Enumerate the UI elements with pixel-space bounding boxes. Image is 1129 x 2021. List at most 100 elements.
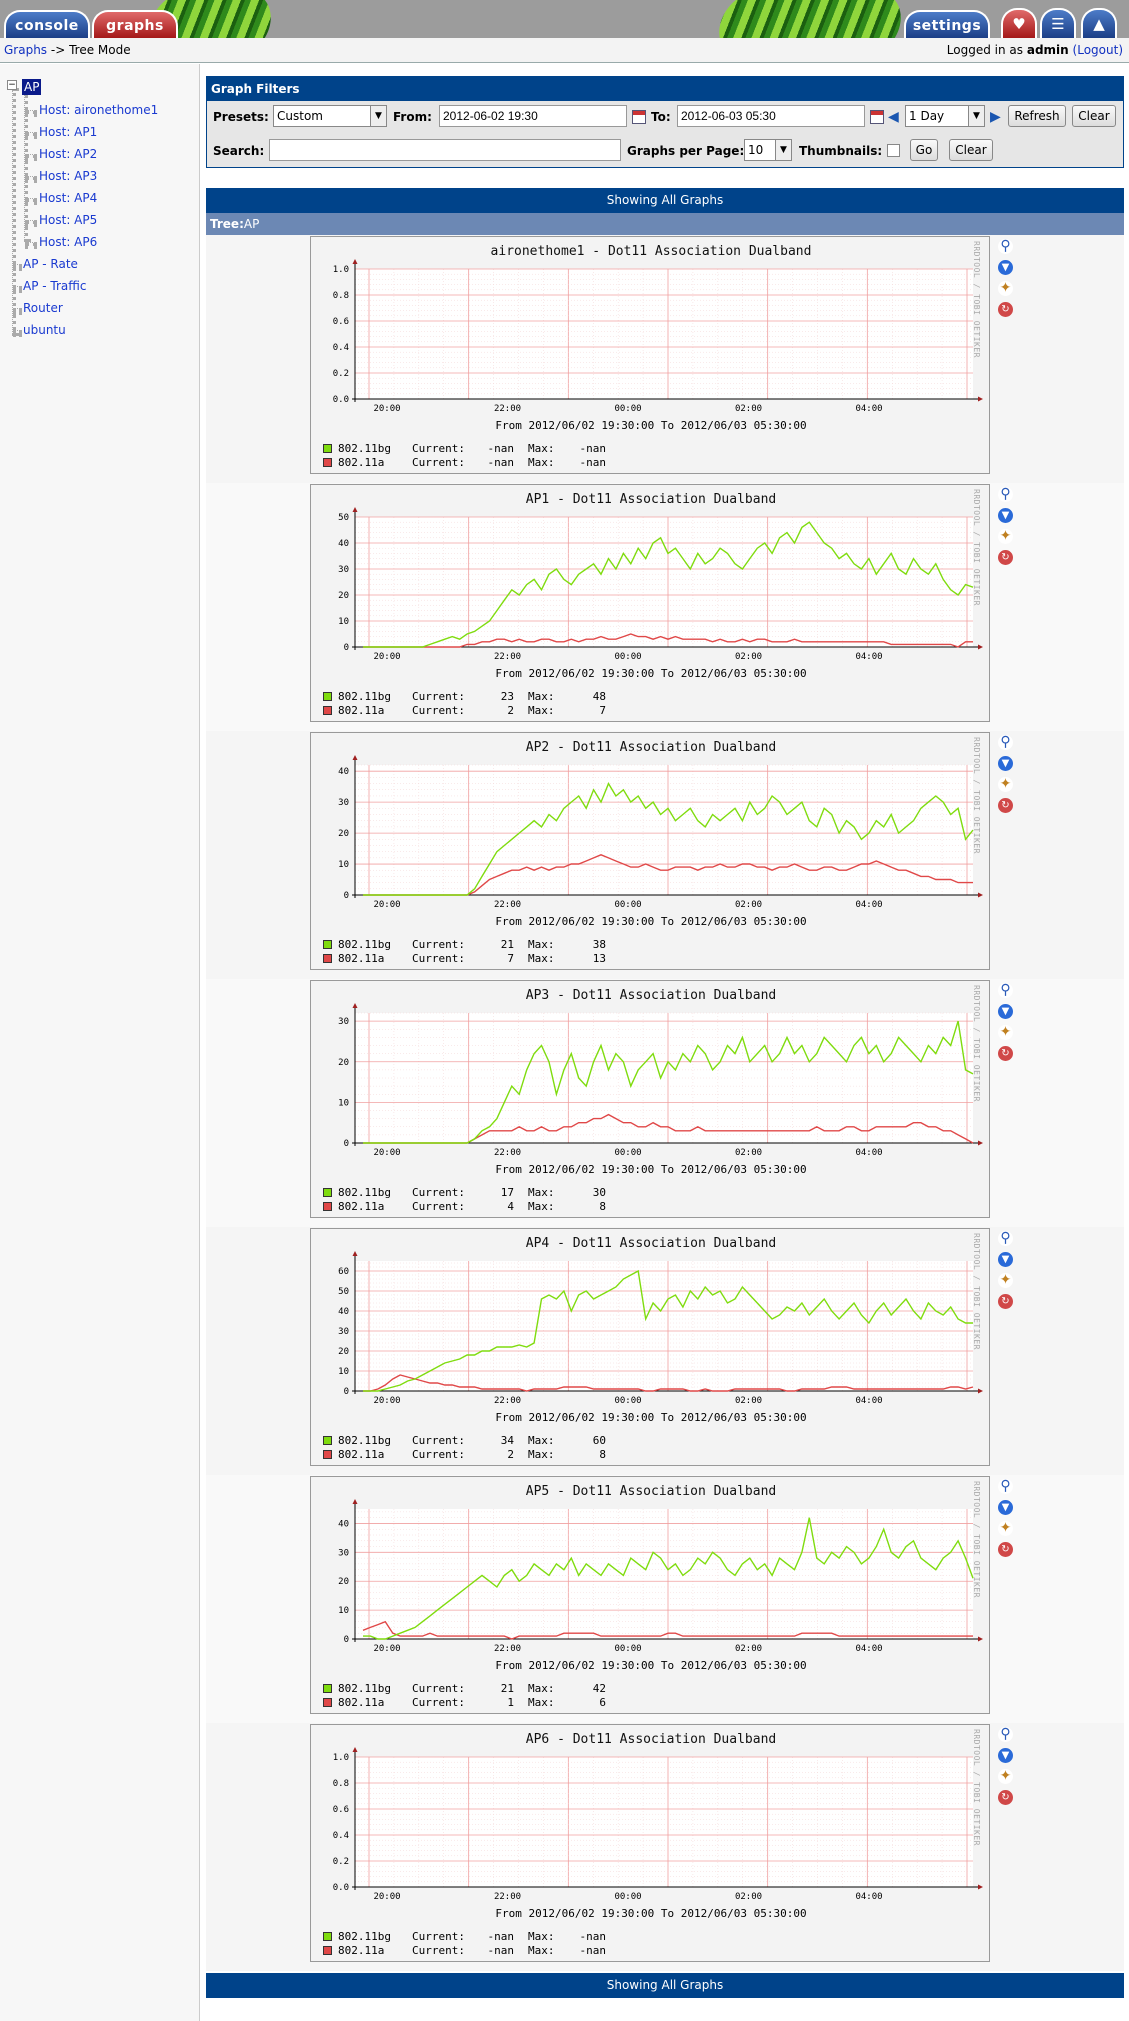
timespan-icon[interactable]: ↻ [998,302,1013,317]
graph-image[interactable]: 0 10 20 30 40 50 20:00 22:00 00:00 02:00 04:00 AP1 … [310,484,990,722]
clear-button[interactable]: Clear [1072,105,1116,127]
y-tick-label: 20 [338,1577,349,1587]
rrdtool-credit: RRDTOOL / TOBI OETIKER [972,1233,981,1350]
tree-item[interactable]: ubuntu [23,323,66,337]
graph-image[interactable]: 0 10 20 30 40 50 60 20:00 22:00 00:00 02:00 04:00 AP… [310,1228,990,1466]
presets-select[interactable]: Custom ▼ [273,105,387,127]
to-date-input[interactable] [677,105,865,127]
tab-graphs[interactable]: graphs [92,10,178,38]
calendar-icon[interactable] [870,110,884,124]
legend-current-value: -nan [487,442,515,455]
legend-swatch [323,444,332,453]
series-line-802-11bg [363,1269,973,1392]
tree-view-icon[interactable]: ♥ [1001,8,1037,38]
timespan-icon[interactable]: ↻ [998,1790,1013,1805]
graphs-per-page-select[interactable]: 10 ▼ [744,139,792,161]
export-icon[interactable]: ▼ [998,1252,1013,1267]
tree-item[interactable]: AP - Rate [23,257,78,271]
zoom-icon[interactable]: ⚲ [998,1231,1013,1246]
graph-time-range: From 2012/06/02 19:30:00 To 2012/06/03 0… [495,419,807,432]
refresh-button[interactable]: Refresh [1008,105,1066,127]
timespan-icon[interactable]: ↻ [998,1294,1013,1309]
clear-search-button[interactable]: Clear [949,139,993,161]
graph-image[interactable]: 0.0 0.2 0.4 0.6 0.8 1.0 20:00 22:00 00:00 02:00 04… [310,236,990,474]
export-icon[interactable]: ▼ [998,1004,1013,1019]
zoom-icon[interactable]: ⚲ [998,1727,1013,1742]
breadcrumb-graphs[interactable]: Graphs [4,43,48,57]
timespan-icon[interactable]: ↻ [998,798,1013,813]
timespan-icon[interactable]: ↻ [998,1542,1013,1557]
graph-title: AP6 - Dot11 Association Dualband [525,1732,777,1747]
thumbnails-label: Thumbnails: [799,144,883,158]
timespan-icon[interactable]: ↻ [998,1046,1013,1061]
graph-time-range: From 2012/06/02 19:30:00 To 2012/06/03 0… [495,1907,807,1920]
from-date-input[interactable] [439,105,627,127]
timespan-select[interactable]: 1 Day ▼ [905,105,985,127]
zoom-icon[interactable]: ⚲ [998,983,1013,998]
export-icon[interactable]: ▼ [998,756,1013,771]
export-icon[interactable]: ▼ [998,508,1013,523]
tab-settings[interactable]: settings [904,10,990,38]
shift-right-icon[interactable]: ▶ [990,109,1001,125]
shift-left-icon[interactable]: ◀ [888,109,899,125]
y-tick-label: 0.6 [333,317,349,327]
legend-current-label: Current: [412,952,465,965]
timespan-value: 1 Day [909,109,945,123]
tree-item[interactable]: AP - Traffic [23,279,87,293]
y-axis-arrow-icon [352,1747,358,1752]
timespan-icon[interactable]: ↻ [998,550,1013,565]
tree-host-item[interactable]: Host: AP1 [39,125,98,139]
graph-image[interactable]: 0 10 20 30 40 20:00 22:00 00:00 02:00 04:00 AP5 - … [310,1476,990,1714]
series-line-802-11bg [363,1517,974,1640]
tab-console[interactable]: console [4,10,90,38]
properties-icon[interactable]: ✦ [998,776,1013,792]
properties-icon[interactable]: ✦ [998,1520,1013,1536]
x-tick-label: 04:00 [855,404,882,414]
calendar-icon[interactable] [632,110,646,124]
legend-row: 802.11a Current: 4 Max: 8 [323,1200,606,1214]
properties-icon[interactable]: ✦ [998,1024,1013,1040]
zoom-icon[interactable]: ⚲ [998,735,1013,750]
tree-host-item[interactable]: Host: AP3 [39,169,98,183]
y-tick-label: 40 [338,539,349,549]
preview-view-icon[interactable]: ▲ [1081,8,1117,38]
tree-host-item[interactable]: Host: AP5 [39,213,98,227]
y-tick-label: 60 [338,1267,349,1277]
list-view-icon[interactable]: ☰ [1040,8,1076,38]
tree-host-item[interactable]: Host: AP2 [39,147,98,161]
graph-image[interactable]: 0 10 20 30 40 20:00 22:00 00:00 02:00 04:00 AP2 - … [310,732,990,970]
x-tick-label: 22:00 [494,652,521,662]
graph-image[interactable]: 0 10 20 30 20:00 22:00 00:00 02:00 04:00 AP3 - Do… [310,980,990,1218]
tree-root-ap[interactable]: AP [22,79,42,95]
y-tick-label: 0 [344,1139,349,1149]
properties-icon[interactable]: ✦ [998,280,1013,296]
export-icon[interactable]: ▼ [998,1748,1013,1763]
series-line-802-11a [363,1374,974,1392]
collapse-toggle-icon[interactable]: − [7,80,17,90]
tree-branch [13,308,22,312]
properties-icon[interactable]: ✦ [998,528,1013,544]
search-input[interactable] [269,139,621,161]
legend-row: 802.11bg Current: -nan Max: -nan [323,442,606,456]
go-button[interactable]: Go [910,139,938,161]
legend-swatch [323,1188,332,1197]
export-icon[interactable]: ▼ [998,1500,1013,1515]
zoom-icon[interactable]: ⚲ [998,487,1013,502]
logout-link[interactable]: (Logout) [1072,43,1123,57]
graph-image[interactable]: 0.0 0.2 0.4 0.6 0.8 1.0 20:00 22:00 00:00 02:00 04… [310,1724,990,1962]
properties-icon[interactable]: ✦ [998,1272,1013,1288]
tree-host-item[interactable]: Host: AP4 [39,191,98,205]
properties-icon[interactable]: ✦ [998,1768,1013,1784]
export-icon[interactable]: ▼ [998,260,1013,275]
tree-host-item[interactable]: Host: AP6 [39,235,98,249]
legend-current-value: -nan [487,1944,515,1957]
zoom-icon[interactable]: ⚲ [998,239,1013,254]
legend-current-label: Current: [412,456,465,469]
x-tick-label: 00:00 [614,1148,641,1158]
zoom-icon[interactable]: ⚲ [998,1479,1013,1494]
username: admin [1026,43,1069,57]
tree-item[interactable]: Router [23,301,63,315]
thumbnails-checkbox[interactable] [887,144,900,157]
y-tick-label: 10 [338,1367,349,1377]
tree-host-item[interactable]: Host: aironethome1 [39,103,159,117]
